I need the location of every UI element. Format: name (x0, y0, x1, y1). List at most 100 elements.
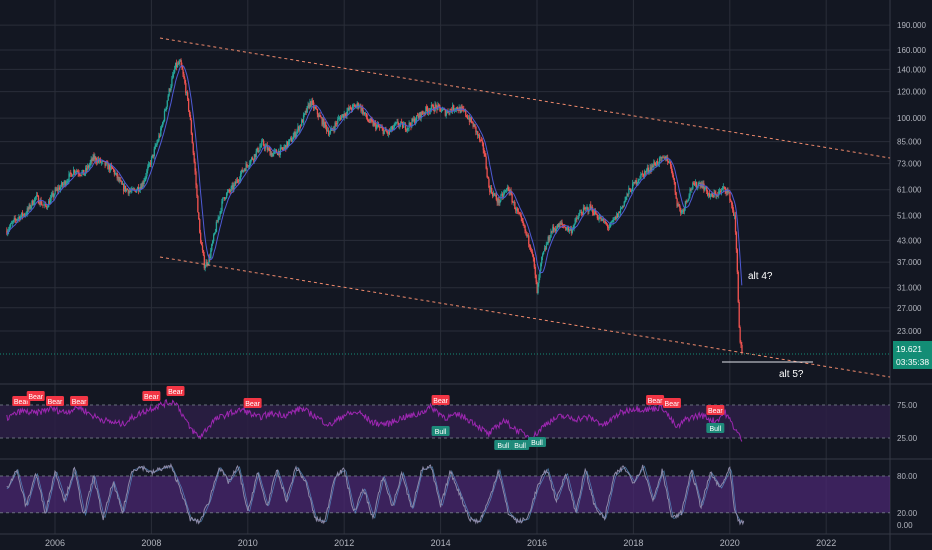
candle-body (651, 165, 653, 171)
candle-body (20, 215, 22, 220)
annotation-alt4: alt 4? (748, 271, 773, 282)
stochastic-panel[interactable] (6, 462, 745, 526)
signal-label-bg (528, 437, 546, 447)
candle-body (602, 218, 604, 220)
candle-body (470, 117, 472, 123)
candle-body (324, 122, 326, 128)
candle-body (75, 171, 78, 173)
candle-body (405, 129, 408, 131)
candle-body (716, 194, 718, 197)
candle-body (293, 132, 295, 137)
candle-body (644, 171, 647, 173)
candle-body (86, 168, 88, 171)
candle-body (610, 221, 612, 224)
candle-body (686, 200, 688, 202)
candle-body (489, 187, 491, 193)
candle-body (609, 223, 612, 228)
candle-body (688, 195, 690, 199)
candle-body (191, 133, 193, 144)
candle-body (593, 212, 595, 215)
candle-body (249, 163, 251, 166)
candle-body (253, 154, 256, 161)
candle-body (720, 190, 722, 192)
bear-signal-label: Bear (70, 396, 89, 406)
candle-body (727, 190, 729, 193)
candle-body (247, 165, 249, 167)
candle-body (525, 230, 527, 233)
candle-body (270, 152, 272, 156)
candle-body (356, 102, 358, 106)
signal-label-bg (12, 396, 31, 406)
signal-label-bg (511, 440, 530, 450)
signal-label-text: Bull (497, 443, 509, 450)
candle-body (216, 221, 219, 223)
candle-body (36, 195, 39, 196)
candle-body (468, 118, 471, 122)
candle-body (579, 212, 581, 216)
candle-body (664, 156, 666, 159)
candle-body (100, 161, 103, 163)
candle-body (594, 210, 597, 215)
candle-body (589, 204, 591, 211)
candle-body (133, 189, 135, 191)
candle-body (573, 224, 575, 229)
candle-body (179, 60, 181, 62)
candle-body (387, 132, 389, 135)
candle-body (333, 129, 335, 131)
candle-body (76, 171, 79, 173)
candle-body (288, 141, 290, 146)
candle-body (542, 251, 545, 255)
signal-label-bg (46, 396, 64, 406)
candle-body (646, 167, 649, 171)
candle-body (280, 147, 282, 149)
candle-body (166, 100, 168, 107)
candle-body (250, 159, 252, 164)
signal-label-bg (646, 395, 665, 405)
candle-body (354, 105, 357, 108)
candle-body (124, 185, 126, 191)
candle-body (351, 109, 353, 111)
x-tick-label: 2022 (816, 538, 836, 548)
candle-body (708, 193, 711, 197)
candle-body (113, 169, 116, 175)
candle-body (28, 204, 30, 210)
candle-body (656, 161, 658, 166)
candle-body (47, 207, 49, 208)
candle-body (318, 115, 320, 117)
candle-body (29, 204, 31, 209)
bull-signal-label: Bull (706, 423, 725, 433)
candle-body (531, 251, 534, 255)
candle-body (564, 226, 566, 228)
candle-body (19, 216, 21, 220)
candle-body (68, 174, 70, 182)
candle-body (227, 189, 230, 192)
candle-body (682, 210, 684, 213)
candle-body (601, 218, 603, 221)
candle-body (416, 115, 418, 121)
price-tick-label: 190.000 (897, 21, 926, 30)
candle-body (414, 118, 416, 124)
candle-body (342, 114, 345, 118)
candle-body (315, 108, 318, 110)
candle-body (451, 109, 453, 112)
candle-body (308, 104, 310, 108)
candle-body (473, 124, 475, 127)
candle-body (259, 146, 261, 151)
candle-body (739, 327, 741, 342)
candle-body (248, 165, 250, 167)
candle-body (266, 145, 269, 151)
candle-body (704, 188, 706, 191)
price-panel[interactable] (0, 37, 891, 378)
candle-body (292, 136, 295, 140)
candle-body (130, 190, 132, 192)
candle-body (402, 122, 404, 128)
candle-body (734, 215, 737, 233)
candle-body (225, 197, 227, 200)
candle-body (298, 126, 300, 131)
candle-body (474, 124, 476, 127)
candle-body (231, 185, 233, 188)
candle-body (340, 116, 343, 120)
signal-label-text: Bear (28, 394, 43, 401)
